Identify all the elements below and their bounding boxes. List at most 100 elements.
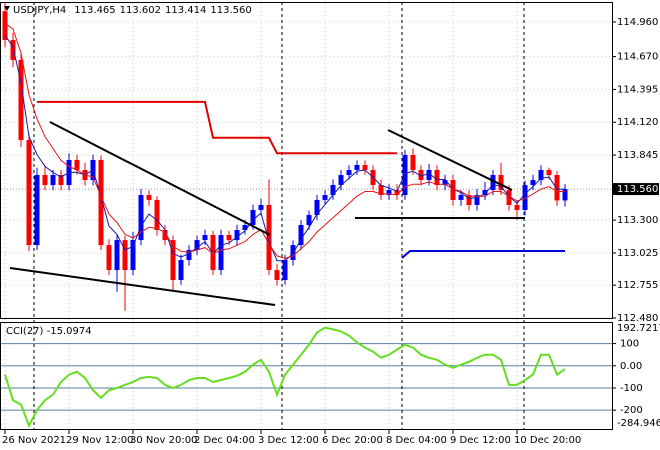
- candle-body: [210, 235, 216, 271]
- candle-body: [322, 195, 328, 200]
- header-text: USDJPY,H4 113.465 113.602 113.414 113.560: [13, 5, 252, 16]
- candle-body: [130, 240, 136, 271]
- candle-body: [122, 240, 128, 271]
- candle-body: [34, 174, 40, 246]
- candle-body: [58, 174, 64, 186]
- candle-body: [298, 225, 304, 246]
- high-value: 113.602: [120, 5, 161, 16]
- candle-body: [242, 225, 248, 231]
- candle-body: [434, 169, 440, 186]
- symbol: USDJPY,H4: [13, 5, 66, 16]
- cci-frame: [0, 322, 613, 430]
- x-tick-label: 9 Dec 12:00: [450, 435, 511, 446]
- candle-body: [314, 199, 320, 215]
- plot: [2, 2, 568, 429]
- low-value: 113.414: [165, 5, 206, 16]
- y-max-label: 192.7217: [617, 323, 660, 334]
- header-marker: [4, 6, 10, 11]
- y-tick-label: 113.845: [617, 150, 658, 161]
- candle-body: [458, 195, 464, 200]
- y-tick-label: 0.00: [620, 361, 642, 372]
- candle-body: [498, 174, 504, 191]
- candle-body: [18, 59, 24, 141]
- y-tick-label: 100: [620, 339, 639, 350]
- candle-body: [562, 189, 568, 201]
- y-tick-label: 112.480: [617, 313, 658, 324]
- indicator-line: [37, 100, 397, 155]
- candle-body: [250, 209, 256, 226]
- open-value: 113.465: [74, 5, 115, 16]
- y-tick-label: 114.960: [617, 17, 658, 28]
- candle-body: [538, 169, 544, 181]
- candle-body: [490, 174, 496, 191]
- candle-body: [106, 245, 112, 271]
- candle-body: [10, 39, 16, 60]
- candle-body: [218, 235, 224, 271]
- candle-body: [474, 195, 480, 205]
- candle-body: [146, 195, 152, 200]
- candle-body: [354, 164, 360, 170]
- candle-body: [162, 230, 168, 241]
- y-tick-label: 113.300: [617, 215, 658, 226]
- candle-body: [282, 259, 288, 281]
- period-separators: [33, 2, 525, 430]
- y-tick-label: 112.755: [617, 280, 658, 291]
- candle-body: [530, 180, 536, 186]
- x-tick-label: 3 Dec 12:00: [258, 435, 319, 446]
- y-tick-label: 114.670: [617, 52, 658, 63]
- candle-body: [42, 174, 48, 186]
- candle-body: [466, 195, 472, 205]
- candle-body: [338, 174, 344, 186]
- candle-body: [2, 11, 8, 40]
- candle-body: [154, 199, 160, 231]
- candle-body: [330, 185, 336, 196]
- trend-line: [9, 267, 276, 306]
- candle-body: [442, 180, 448, 186]
- x-tick-label: 29 Nov 12:00: [66, 435, 133, 446]
- candle-body: [274, 270, 280, 281]
- price-frame: [0, 2, 613, 319]
- candle-body: [378, 185, 384, 196]
- candle-body: [514, 204, 520, 210]
- y-tick-label: -100: [620, 383, 643, 394]
- candle-body: [450, 180, 456, 200]
- x-tick-label: 26 Nov 2021: [2, 435, 66, 446]
- candle-body: [426, 169, 432, 181]
- cci-line: [4, 326, 566, 429]
- candle-body: [362, 164, 368, 170]
- close-value: 113.560: [210, 5, 251, 16]
- candle-body: [138, 195, 144, 241]
- trend-line: [49, 121, 271, 236]
- candle-body: [410, 154, 416, 170]
- candle-body: [522, 185, 528, 210]
- y-tick-label: -200: [620, 405, 643, 416]
- level-line: [401, 250, 565, 259]
- candle-body: [554, 174, 560, 201]
- y-tick-label: 114.120: [617, 117, 658, 128]
- header: USDJPY,H4 113.465 113.602 113.414 113.560 CC…: [4, 5, 252, 337]
- candle-body: [50, 174, 56, 186]
- x-tick-label: 2 Dec 04:00: [194, 435, 255, 446]
- y-min-label: -284.9462: [617, 418, 660, 429]
- y-tick-label: 114.395: [617, 84, 658, 95]
- candle-body: [194, 240, 200, 250]
- indicator-line: [4, 22, 565, 259]
- candle-body: [226, 235, 232, 241]
- x-tick-label: 30 Nov 20:00: [130, 435, 197, 446]
- candle-body: [482, 190, 488, 196]
- candle-body: [402, 154, 408, 196]
- candle-body: [170, 240, 176, 281]
- candle-body: [306, 214, 312, 226]
- candle-body: [26, 140, 32, 246]
- trend-line: [387, 129, 513, 191]
- candle-body: [546, 169, 552, 175]
- x-tick-label: 6 Dec 20:00: [322, 435, 383, 446]
- last-price-label: 113.560: [617, 184, 658, 195]
- candle-body: [506, 190, 512, 205]
- x-tick-label: 10 Dec 20:00: [514, 435, 581, 446]
- candle-body: [394, 190, 400, 196]
- cci-title: CCI(27) -15.0974: [6, 326, 92, 337]
- x-tick-label: 8 Dec 04:00: [386, 435, 447, 446]
